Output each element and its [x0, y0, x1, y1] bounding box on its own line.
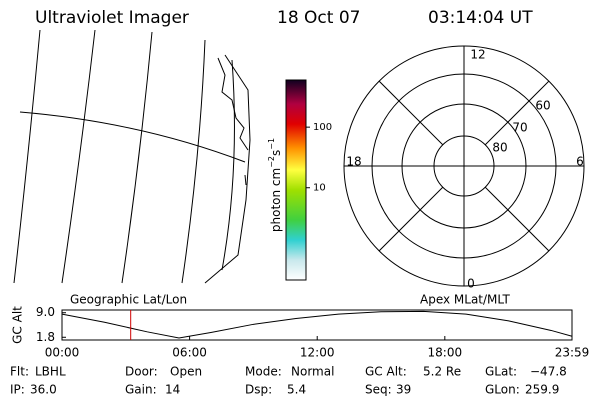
status-value: Open: [170, 365, 202, 379]
colorbar-tick-label: 100: [313, 122, 332, 133]
mlt-label: 12: [470, 48, 485, 62]
status-label: IP:: [10, 383, 25, 397]
polar-grid: [343, 45, 585, 287]
mlt-label: 6: [576, 155, 584, 169]
status-label: GLat:: [485, 365, 517, 379]
colorbar: [285, 79, 307, 281]
lat-label: 70: [512, 121, 527, 135]
status-value: 259.9: [525, 383, 559, 397]
status-value: 39: [396, 383, 411, 397]
polar-title: Apex MLat/MLT: [420, 293, 510, 307]
mlt-label: 0: [467, 277, 475, 291]
status-value: LBHL: [35, 365, 66, 379]
y-tick-label: 1.8: [36, 330, 55, 344]
mlt-label: 18: [346, 155, 361, 169]
status-label: Flt:: [10, 365, 29, 379]
status-label: Seq:: [365, 383, 392, 397]
status-label: Gain:: [125, 383, 157, 397]
map: [13, 29, 251, 284]
y-tick-label: 9.0: [36, 305, 55, 319]
x-tick-label: 12:00: [300, 346, 335, 360]
instrument: Ultraviolet Imager: [35, 8, 189, 28]
status-label: Mode:: [245, 365, 282, 379]
status-value: 5.2 Re: [423, 365, 461, 379]
colorbar-label: photon cm−2s−1: [267, 138, 283, 232]
status-value: 14: [165, 383, 180, 397]
x-tick-label: 00:00: [45, 346, 80, 360]
status-label: Dsp:: [245, 383, 272, 397]
x-tick-label: 18:00: [428, 346, 463, 360]
x-tick-label: 06:00: [172, 346, 207, 360]
status-value: −47.8: [530, 365, 567, 379]
y-label: GC Alt: [11, 306, 25, 344]
colorbar-tick-label: 10: [313, 183, 326, 194]
status-value: Normal: [291, 365, 334, 379]
time: 03:14:04 UT: [428, 8, 533, 28]
map-title: Geographic Lat/Lon: [70, 293, 187, 307]
status-label: Door:: [125, 365, 158, 379]
status-value: 5.4: [287, 383, 306, 397]
status-label: GLon:: [485, 383, 520, 397]
status-value: 36.0: [30, 383, 57, 397]
date: 18 Oct 07: [277, 8, 360, 28]
altitude-frame: [61, 309, 573, 341]
lat-label: 80: [492, 141, 507, 155]
altitude-line: [61, 310, 573, 339]
x-tick-label: 23:59: [555, 346, 590, 360]
lat-label: 60: [535, 99, 550, 113]
status-label: GC Alt:: [365, 365, 407, 379]
